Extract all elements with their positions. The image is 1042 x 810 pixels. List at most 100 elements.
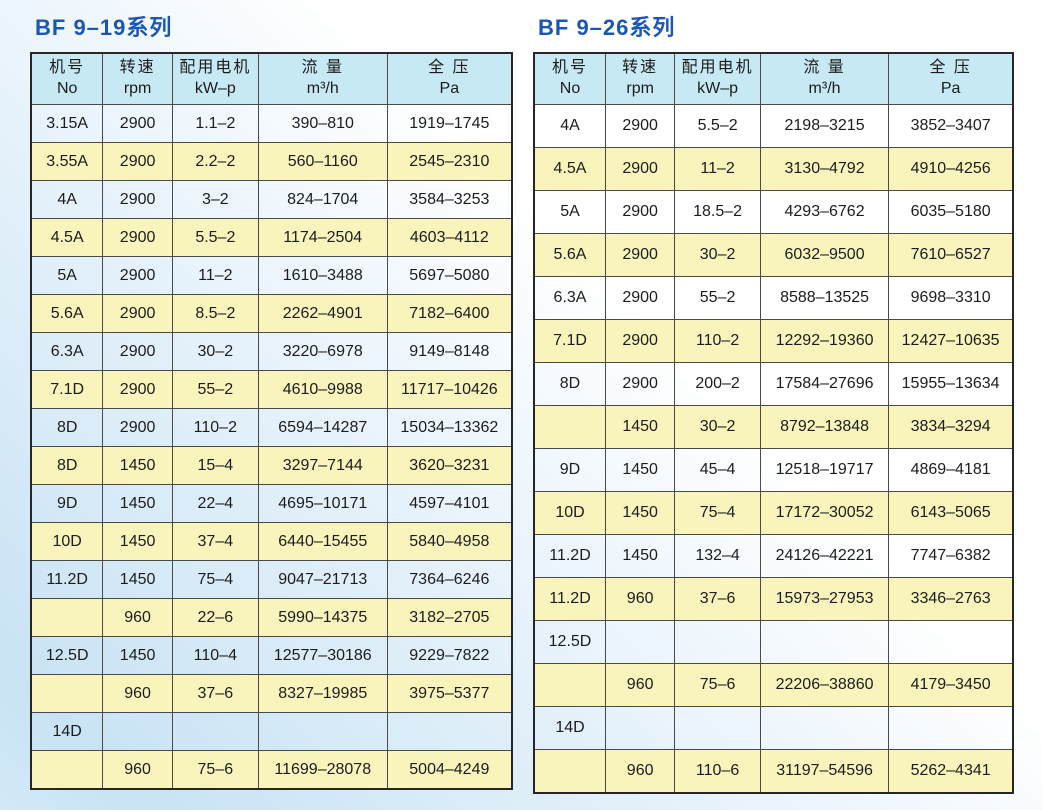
table-row: 5A 2900 11–2 1610–3488 5697–5080 [30,256,513,295]
table-cell [102,712,173,751]
column-header-zh: 全 压 [428,59,471,77]
table-cell: 2900 [102,294,173,333]
table-cell: 1174–2504 [257,218,388,257]
column-header-en: rpm [626,80,654,97]
series-section-bf9-26: BF 9–26系列 机号 No 转速 rpm 配用电机 kW–p 流 量 m³/h 全 压 Pa 4… [533,14,1014,794]
column-header-zh: 机号 [552,59,589,77]
table-cell: 3130–4792 [759,147,890,191]
table-cell: 8792–13848 [759,405,890,449]
table-cell: 7364–6246 [386,560,513,599]
table-cell: 55–2 [171,370,259,409]
table-cell: 7.1D [30,370,104,409]
table-cell: 2900 [102,104,173,143]
table-cell: 1450 [605,491,676,535]
table-cell: 2900 [102,256,173,295]
column-header-en: No [559,80,581,97]
table-row: 9D 1450 22–4 4695–10171 4597–4101 [30,484,513,523]
table-cell: 11–2 [674,147,761,191]
table-cell: 3346–2763 [888,577,1014,621]
table-cell: 24126–42221 [759,534,890,578]
table-cell: 9149–8148 [386,332,513,371]
table-cell: 22206–38860 [759,663,890,707]
table-cell: 1450 [102,560,173,599]
header-row: 机号 No 转速 rpm 配用电机 kW–p 流 量 m³/h 全 压 Pa [533,52,1014,105]
table-row: 1450 30–2 8792–13848 3834–3294 [533,405,1014,449]
table-cell [674,620,761,664]
table-row: 5.6A 2900 8.5–2 2262–4901 7182–6400 [30,294,513,333]
table-cell: 1610–3488 [257,256,388,295]
table-row: 8D 2900 110–2 6594–14287 15034–13362 [30,408,513,447]
table-cell: 2262–4901 [257,294,388,333]
table-cell: 17172–30052 [759,491,890,535]
column-header-en: Pa [940,80,961,97]
table-cell: 5.5–2 [171,218,259,257]
table-cell: 7747–6382 [888,534,1014,578]
table-cell: 4869–4181 [888,448,1014,492]
table-cell: 960 [102,750,173,790]
table-cell: 3182–2705 [386,598,513,637]
table-cell: 12518–19717 [759,448,890,492]
column-header-zh: 配用电机 [681,59,754,77]
table-row: 3.55A 2900 2.2–2 560–1160 2545–2310 [30,142,513,181]
table-row: 960 75–6 22206–38860 4179–3450 [533,663,1014,707]
table-row: 8D 1450 15–4 3297–7144 3620–3231 [30,446,513,485]
table-cell: 6440–15455 [257,522,388,561]
table-row: 4.5A 2900 11–2 3130–4792 4910–4256 [533,147,1014,191]
table-cell: 560–1160 [257,142,388,181]
table-row: 960 75–6 11699–28078 5004–4249 [30,750,513,790]
table-cell: 2900 [102,332,173,371]
table-row: 11.2D 960 37–6 15973–27953 3346–2763 [533,577,1014,621]
table-cell: 132–4 [674,534,761,578]
table-cell: 960 [102,598,173,637]
table-cell: 17584–27696 [759,362,890,406]
table-cell: 1450 [102,446,173,485]
table-cell: 1.1–2 [171,104,259,143]
table-cell: 4.5A [30,218,104,257]
table-row: 10D 1450 37–4 6440–15455 5840–4958 [30,522,513,561]
table-cell: 6032–9500 [759,233,890,277]
table-cell: 3.15A [30,104,104,143]
table-cell: 9D [533,448,607,492]
table-title: BF 9–19系列 [35,15,173,40]
table-cell: 12.5D [533,620,607,664]
table-cell: 9229–7822 [386,636,513,675]
table-cell: 3852–3407 [888,104,1014,148]
table-cell: 18.5–2 [674,190,761,234]
column-header: 流 量 m³/h [257,52,388,105]
table-cell: 30–2 [171,332,259,371]
table-cell: 2900 [102,408,173,447]
series-section-bf9-19: BF 9–19系列 机号 No 转速 rpm 配用电机 kW–p 流 量 m³/h 全 压 Pa 3… [30,14,513,790]
column-header-zh: 全 压 [929,59,972,77]
table-cell: 75–6 [171,750,259,790]
table-row: 4A 2900 3–2 824–1704 3584–3253 [30,180,513,219]
table-cell: 11.2D [533,577,607,621]
table-cell [386,712,513,751]
table-cell: 1450 [102,522,173,561]
table-cell: 4179–3450 [888,663,1014,707]
column-header-zh: 流 量 [301,59,344,77]
table-cell [30,750,104,790]
column-header-zh: 机号 [49,59,86,77]
column-header-zh: 转速 [622,59,659,77]
table-cell: 3297–7144 [257,446,388,485]
table-cell: 11–2 [171,256,259,295]
table-cell: 3.55A [30,142,104,181]
table-cell: 9047–21713 [257,560,388,599]
table-row: 9D 1450 45–4 12518–19717 4869–4181 [533,448,1014,492]
column-header: 配用电机 kW–p [171,52,259,105]
table-row: 12.5D [533,620,1014,664]
table-cell: 12292–19360 [759,319,890,363]
table-cell: 11699–28078 [257,750,388,790]
table-cell: 960 [102,674,173,713]
table-cell: 2900 [605,233,676,277]
table-cell: 5840–4958 [386,522,513,561]
table-cell: 2.2–2 [171,142,259,181]
table-row: 4.5A 2900 5.5–2 1174–2504 4603–4112 [30,218,513,257]
table-cell: 2900 [605,319,676,363]
table-cell: 2198–3215 [759,104,890,148]
table-row: 7.1D 2900 110–2 12292–19360 12427–10635 [533,319,1014,363]
table-cell: 1450 [102,484,173,523]
table-cell: 15034–13362 [386,408,513,447]
column-header-en: kW–p [697,80,739,97]
column-header-en: No [56,80,78,97]
